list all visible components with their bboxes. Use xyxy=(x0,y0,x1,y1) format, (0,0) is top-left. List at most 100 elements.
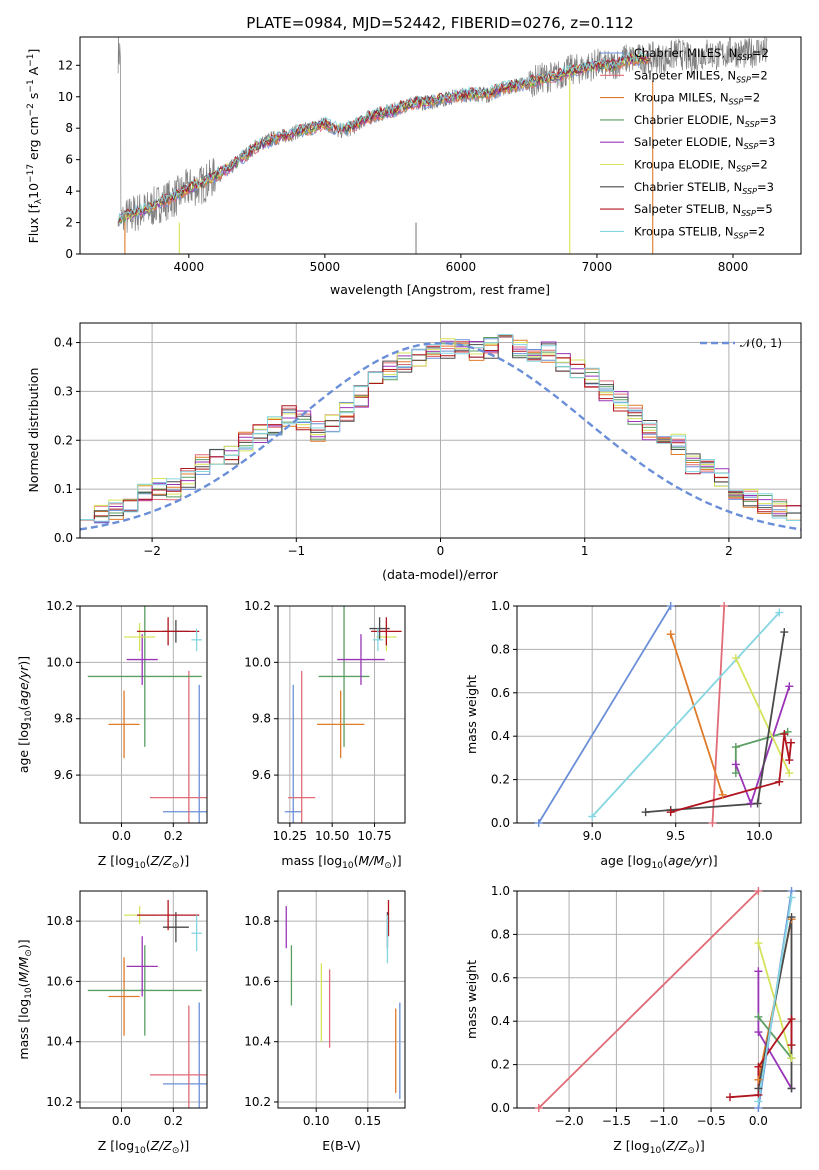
legend-tail: =2 xyxy=(748,224,765,238)
plot-area xyxy=(87,606,207,823)
y-tick-label: 0.6 xyxy=(491,971,510,985)
legend-text: Kroupa ELODIE, N xyxy=(634,158,736,172)
label-part: 10 xyxy=(134,1146,146,1156)
weight-line xyxy=(734,657,791,774)
y-tick-label: 0.1 xyxy=(54,482,73,496)
label-part: 10 xyxy=(26,183,41,199)
label-part: )] xyxy=(179,853,189,868)
legend-sub: SSP xyxy=(729,98,744,107)
x-tick-label: 8000 xyxy=(718,260,749,274)
y-tick-label: 10.0 xyxy=(244,655,271,669)
y-tick-label: 10.2 xyxy=(244,599,271,613)
y-tick-label: 0.2 xyxy=(54,433,73,447)
x-tick-label: 7000 xyxy=(582,260,613,274)
label-part: 10 xyxy=(24,710,34,722)
y-tick-label: 1.0 xyxy=(491,599,510,613)
legend-entry: Salpeter STELIB, NSSP=5 xyxy=(634,202,773,218)
label-part: −2 xyxy=(26,103,36,116)
legend-tail: =2 xyxy=(743,91,760,105)
x-tick-label: 10.0 xyxy=(746,829,773,843)
y-tick-label: 0.4 xyxy=(491,1014,510,1028)
legend-entry: 𝒩(0, 1) xyxy=(740,336,782,350)
y-tick-label: 0.8 xyxy=(491,927,510,941)
x-tick-label: 4000 xyxy=(174,260,205,274)
normal-curve xyxy=(80,341,801,531)
label-part: ] xyxy=(26,49,41,54)
plot-area xyxy=(538,891,793,1108)
legend-tail: =2 xyxy=(751,68,768,82)
axes-frame xyxy=(516,605,802,824)
legend-sub: SSP xyxy=(734,231,749,240)
y-axis-label: age [log10(age/yr)] xyxy=(16,656,34,773)
y-axis-label: mass weight xyxy=(464,675,479,754)
y-tick-label: 10.8 xyxy=(46,914,73,928)
x-axis-label: E(B-V) xyxy=(322,1138,361,1153)
label-part: age [log xyxy=(600,853,651,868)
legend-tail: =5 xyxy=(756,202,773,216)
x-tick-label: 10.25 xyxy=(273,829,307,843)
label-part: )] xyxy=(392,853,402,868)
weight-line xyxy=(670,733,792,813)
legend-text: Chabrier MILES, N xyxy=(634,46,737,60)
legend-tail: =3 xyxy=(757,180,774,194)
label-part: ( xyxy=(146,1138,151,1153)
label-part: mass [log xyxy=(281,853,342,868)
residual-axes: −2 −1 0 1 2 0.0 0.1 0.2 0.3 0.4 (data-model)/error… xyxy=(26,322,802,582)
legend-tail: =2 xyxy=(752,46,769,60)
y-axis-label: mass [log10(M/M⊙)] xyxy=(16,939,34,1059)
x-tick-label: 10.50 xyxy=(315,829,349,843)
axes-frame xyxy=(79,605,208,824)
y-tick-label: 10 xyxy=(58,90,73,104)
y-axis-label: Normed distribution xyxy=(26,368,41,493)
x-tick-label: 0.0 xyxy=(112,829,131,843)
x-tick-label: 0.2 xyxy=(164,829,183,843)
chart-title: PLATE=0984, MJD=52442, FIBERID=0276, z=0… xyxy=(246,14,633,32)
legend-text: Salpeter STELIB, N xyxy=(634,202,741,216)
y-tick-label: 9.6 xyxy=(252,768,271,782)
label-part: M/M xyxy=(359,853,385,868)
age-vs-z-axes: 0.0 0.29.69.810.010.2Z [log10(Z/Z⊙)]age [… xyxy=(16,599,208,871)
label-part: 10 xyxy=(134,861,146,871)
x-tick-label: 10.75 xyxy=(357,829,391,843)
model-spectrum-line xyxy=(117,55,651,225)
x-tick-label: −2 xyxy=(143,544,161,558)
x-tick-label: −1 xyxy=(287,544,305,558)
legend-sub: SSP xyxy=(736,75,751,84)
legend-sub: SSP xyxy=(744,142,759,151)
mass-vs-z-axes: 0.0 0.210.210.410.610.8Z [log10(Z/Z⊙)]mas… xyxy=(16,890,208,1156)
model-spectrum-line xyxy=(117,55,651,227)
label-part: Z [log xyxy=(98,1138,134,1153)
y-tick-label: 9.6 xyxy=(54,768,73,782)
label-part: 10 xyxy=(342,861,354,871)
plot-area xyxy=(285,900,401,1099)
legend-text: Kroupa MILES, N xyxy=(634,91,729,105)
legend-text: Chabrier STELIB, N xyxy=(634,180,742,194)
label-part: −1 xyxy=(26,54,36,67)
weight-line xyxy=(591,611,780,818)
plot-area xyxy=(284,606,402,823)
label-part: Z/Z xyxy=(150,853,173,868)
legend-tail: =3 xyxy=(758,135,775,149)
legend-entry: Kroupa MILES, NSSP=2 xyxy=(634,91,760,107)
y-tick-label: 6 xyxy=(65,153,73,167)
x-axis-label: (data-model)/error xyxy=(382,567,499,582)
x-tick-label: −0.5 xyxy=(696,1114,725,1128)
weight-vs-age-axes: 9.0 9.5 10.0 0.0 0.2 0.4 0.6 0.8 1.0 age [log10(a… xyxy=(464,599,802,871)
residual-histogram xyxy=(80,334,801,522)
label-part: Z/Z xyxy=(665,1138,688,1153)
y-tick-label: 0.8 xyxy=(491,642,510,656)
weight-line xyxy=(669,633,724,796)
axes-frame xyxy=(79,36,802,255)
label-part: 10 xyxy=(650,1146,662,1156)
y-tick-label: 0.0 xyxy=(54,531,73,545)
label-part: Z/Z xyxy=(150,1138,173,1153)
label-part: 10 xyxy=(652,861,664,871)
plot-area xyxy=(80,334,801,531)
label-part: ⊙ xyxy=(24,949,34,957)
weight-vs-z-axes: −2.0 −1.5 −1.0 −0.5 0.0 0.0 0.2 0.4 0.6 0.8 1.0 Z [… xyxy=(464,884,802,1156)
label-part: s xyxy=(26,93,41,104)
plot-area xyxy=(87,900,207,1108)
x-tick-label: 0.15 xyxy=(354,1114,381,1128)
legend-text: Chabrier ELODIE, N xyxy=(634,113,745,127)
y-tick-label: 0.2 xyxy=(491,1058,510,1072)
